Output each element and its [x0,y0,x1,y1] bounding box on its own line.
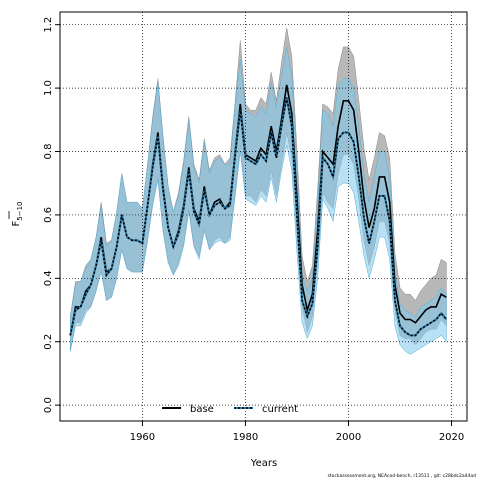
axes: 1960 1980 2000 2020 0.0 0.2 0.4 0.6 0.8 1.0 1.2 [43,11,468,443]
x-tick-label-2000: 2000 [336,432,361,443]
x-axis-label: Years [250,458,277,469]
y-tick-label-0.2: 0.2 [43,334,54,350]
y-tick-label-0: 0.0 [43,397,54,413]
grid-lines [60,12,467,421]
footer-source: stockassessment.org, NEAcod-bench, r1351… [328,473,477,479]
current-confidence-band [70,46,447,355]
y-axis-label: F5−10 [8,202,24,227]
plot-frame [59,11,468,422]
legend-current-label: current [262,404,298,415]
y-axis-label-main: F5−10 [11,202,24,227]
current-line-dots [69,97,448,337]
x-tick-label-2020: 2020 [439,432,464,443]
legend: base current [162,404,298,415]
series-lines [69,84,448,337]
x-tick-label-1980: 1980 [233,432,258,443]
y-tick-label-0.8: 0.8 [43,144,54,160]
legend-base-label: base [190,404,214,415]
y-tick-label-1.2: 1.2 [43,17,54,33]
y-tick-label-0.4: 0.4 [43,270,54,286]
x-tick-label-1960: 1960 [130,432,155,443]
y-tick-label-1: 1.0 [43,80,54,96]
y-tick-label-0.6: 0.6 [43,207,54,223]
confidence-bands [70,27,447,355]
